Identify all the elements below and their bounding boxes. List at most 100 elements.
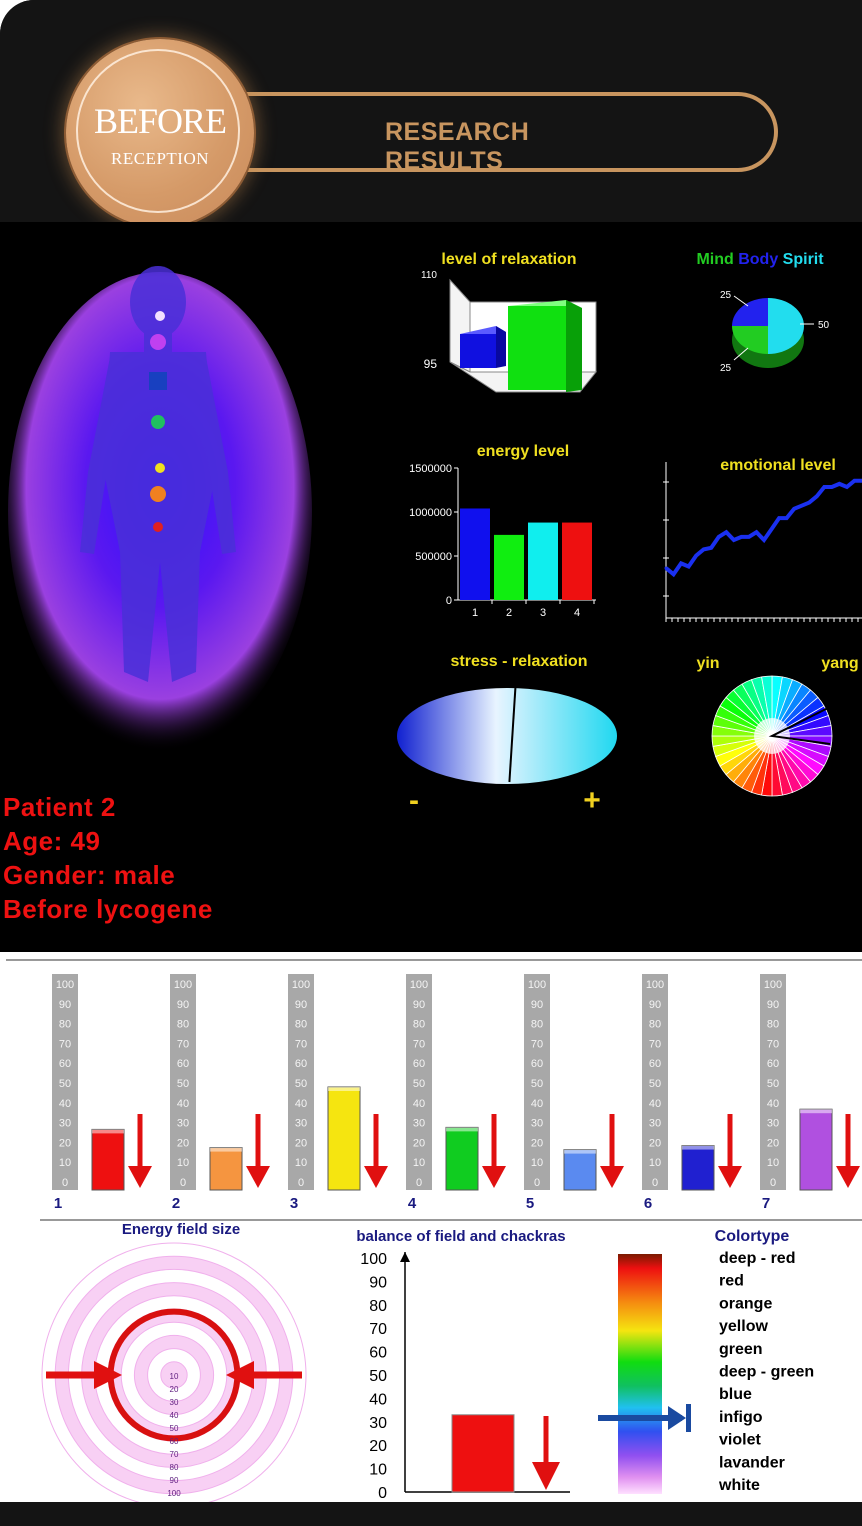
ring-label: 20 — [170, 1385, 179, 1394]
chakra-scale-tick: 100 — [764, 979, 782, 991]
chakra-scale-tick: 20 — [177, 1137, 189, 1149]
ring-label: 80 — [170, 1463, 179, 1472]
colortype-pointer — [598, 1404, 691, 1432]
chakra-scale-tick: 0 — [416, 1177, 422, 1189]
chakra-scale-tick: 20 — [295, 1137, 307, 1149]
chakra-scale-tick: 80 — [649, 1019, 661, 1031]
chakra-scale-tick: 40 — [59, 1098, 71, 1110]
emotional-chart — [663, 462, 862, 622]
emotional-point — [830, 485, 834, 489]
chakra-scale-tick: 40 — [177, 1098, 189, 1110]
colortype-item: deep - red — [719, 1250, 795, 1267]
stress-needle — [508, 687, 517, 783]
chakra-scale-tick: 70 — [59, 1038, 71, 1050]
mbs-label-25a: 25 — [720, 290, 732, 301]
chakra-bar-4 — [445, 1126, 479, 1191]
chakra-scale-tick: 80 — [295, 1019, 307, 1031]
relaxation-bar-blue — [460, 326, 506, 368]
chakra-scale-tick: 80 — [413, 1019, 425, 1031]
energy-bar-1 — [460, 508, 490, 600]
mbs-slice-mind — [732, 326, 768, 354]
energy-ytick: 500000 — [415, 551, 452, 563]
stress-plus: + — [583, 784, 601, 817]
ring-label: 30 — [170, 1398, 179, 1407]
chakra-scale-tick: 10 — [295, 1157, 307, 1169]
chakra-scale-tick: 20 — [531, 1137, 543, 1149]
emotional-point — [732, 538, 736, 542]
energy-title: energy level — [477, 443, 570, 460]
relaxation-bar-green — [508, 300, 582, 392]
patient-name: Patient 2 — [3, 792, 116, 822]
chakra-scale-tick: 20 — [59, 1137, 71, 1149]
chakra-scale-tick: 100 — [410, 979, 428, 991]
balance-ytick: 30 — [369, 1415, 387, 1432]
ring-label: 10 — [170, 1372, 179, 1381]
balance-ytick: 50 — [369, 1368, 387, 1385]
mbs-label-25b: 25 — [720, 363, 732, 374]
chakra-number: 3 — [290, 1195, 298, 1212]
chakra-scale-tick: 80 — [531, 1019, 543, 1031]
mbs-slice-spirit — [768, 298, 804, 354]
energy-xtick: 1 — [472, 607, 478, 619]
emotional-point — [702, 547, 706, 551]
research-results-pill — [210, 92, 778, 172]
emotional-point — [679, 561, 683, 565]
chakra-scale — [52, 974, 78, 1190]
chakra-bar-1 — [91, 1128, 125, 1191]
chakra-scale — [170, 974, 196, 1190]
chakra-scale-tick: 70 — [413, 1038, 425, 1050]
mbs-slice-body — [732, 298, 768, 326]
chakra-scale-tick: 30 — [649, 1118, 661, 1130]
chakra-scale-tick: 70 — [177, 1038, 189, 1050]
chakra-scale-tick: 80 — [767, 1019, 779, 1031]
chakra-scale-tick: 60 — [295, 1058, 307, 1070]
colortype-item: white — [718, 1477, 760, 1494]
chakra-scale-tick: 60 — [177, 1058, 189, 1070]
yin-yang-colorwheel — [711, 675, 833, 797]
chakra-scale-tick: 60 — [531, 1058, 543, 1070]
energy-ytick: 0 — [446, 595, 452, 607]
colortype-item: orange — [719, 1295, 772, 1312]
chakra-bar-3 — [327, 1086, 361, 1191]
colortype-item: yellow — [719, 1318, 768, 1335]
chakra-scale-tick: 30 — [767, 1118, 779, 1130]
ring-label: 40 — [170, 1411, 179, 1420]
yin-label: yin — [696, 655, 719, 672]
relaxation-title: level of relaxation — [441, 251, 576, 268]
chakra-scale-tick: 40 — [413, 1098, 425, 1110]
energy-xtick: 2 — [506, 607, 512, 619]
emotional-point — [687, 565, 691, 569]
chakra-scale-tick: 30 — [59, 1118, 71, 1130]
ring-label: 70 — [170, 1450, 179, 1459]
balance-ytick: 70 — [369, 1321, 387, 1338]
aura-scan-graphics: level of relaxation 110 95 — [8, 251, 862, 817]
chakra-scale-tick: 70 — [649, 1038, 661, 1050]
balance-bar — [451, 1414, 515, 1493]
chakra-scale-tick: 10 — [649, 1157, 661, 1169]
chakra-scale-tick: 60 — [767, 1058, 779, 1070]
chakra-scale-tick: 20 — [767, 1137, 779, 1149]
stress-minus: - — [409, 784, 419, 817]
field-size-title: Energy field size — [122, 1221, 240, 1238]
chakra-analysis-panel: 100 90 80 70 60 50 40 30 20 10 0 1 100 90 80 70 60 50 40 30… — [0, 952, 862, 1508]
emotional-point — [672, 572, 676, 576]
ring-label: 90 — [170, 1476, 179, 1485]
colorwheel-needle — [768, 707, 831, 745]
chakra-analysis-graphics: 1009080706050403020100110090807060504030… — [6, 959, 862, 1508]
chakra-scale-tick: 0 — [652, 1177, 658, 1189]
emotional-point — [694, 554, 698, 558]
relaxation-chart: 110 95 — [421, 270, 598, 393]
chakra-number: 1 — [54, 1195, 62, 1212]
balance-title: balance of field and chackras — [356, 1228, 565, 1245]
balance-ytick: 90 — [369, 1274, 387, 1291]
chakra-scale-tick: 90 — [59, 999, 71, 1011]
energy-chart: 1500000 1000000 500000 0 1 2 3 4 — [409, 463, 596, 619]
ring-label: 50 — [170, 1424, 179, 1433]
stress-title: stress - relaxation — [451, 653, 588, 670]
chakra-scale-tick: 10 — [531, 1157, 543, 1169]
emotional-point — [785, 516, 789, 520]
emotional-point — [762, 538, 766, 542]
aura-scan-panel: level of relaxation 110 95 — [0, 222, 862, 952]
chakra-scale-tick: 50 — [59, 1078, 71, 1090]
